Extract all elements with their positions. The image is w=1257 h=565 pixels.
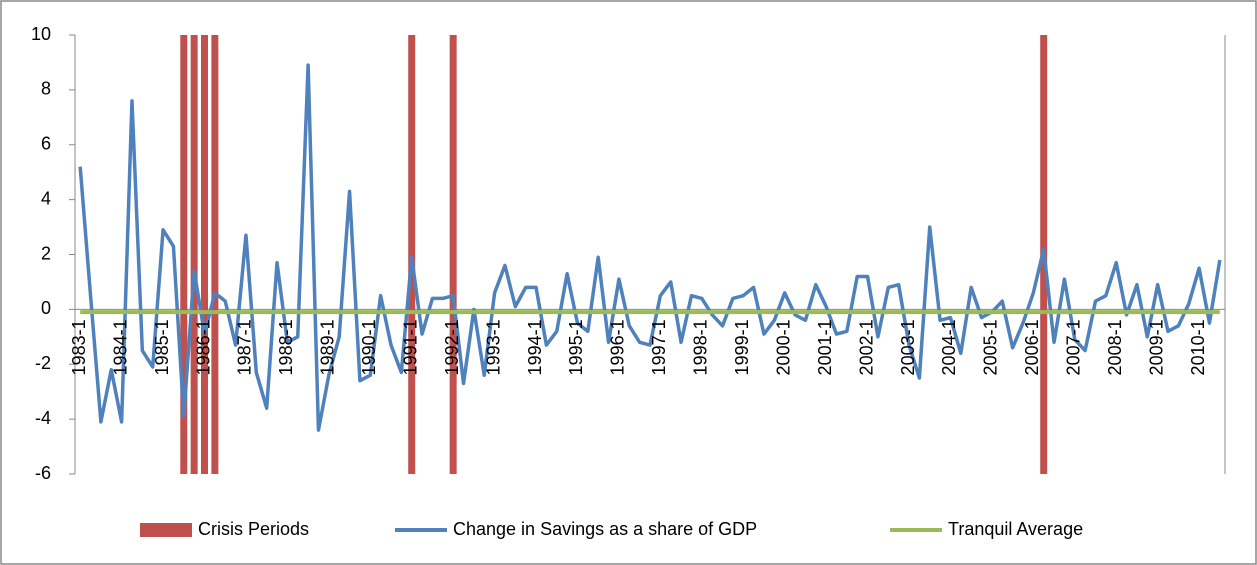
x-tick-label: 2004-1 xyxy=(939,319,959,375)
x-tick-label: 1995-1 xyxy=(566,319,586,375)
x-tick-label: 1994-1 xyxy=(525,319,545,375)
y-tick-label: 4 xyxy=(41,188,51,208)
x-tick-label: 1991-1 xyxy=(400,319,420,375)
x-tick-label: 1984-1 xyxy=(110,319,130,375)
y-tick-label: 2 xyxy=(41,243,51,263)
x-tick-label: 1987-1 xyxy=(235,319,255,375)
x-tick-label: 2009-1 xyxy=(1146,319,1166,375)
x-tick-label: 2007-1 xyxy=(1064,319,1084,375)
crisis-bar xyxy=(180,35,188,474)
x-tick-label: 1992-1 xyxy=(442,319,462,375)
series-line xyxy=(78,63,1222,432)
x-tick-label: 1998-1 xyxy=(691,319,711,375)
x-tick-label: 2010-1 xyxy=(1188,319,1208,375)
y-tick-label: 8 xyxy=(41,79,51,99)
x-tick-label: 2006-1 xyxy=(1022,319,1042,375)
x-tick-label: 1993-1 xyxy=(483,319,503,375)
x-tick-label: 2008-1 xyxy=(1105,319,1125,375)
y-tick-label: 6 xyxy=(41,134,51,154)
crisis-bar xyxy=(211,35,219,474)
legend-label: Tranquil Average xyxy=(948,519,1083,539)
x-tick-label: 1989-1 xyxy=(318,319,338,375)
y-tick-label: 0 xyxy=(41,298,51,318)
x-tick-label: 1990-1 xyxy=(359,319,379,375)
x-tick-label: 2002-1 xyxy=(856,319,876,375)
y-tick-label: 10 xyxy=(31,24,51,44)
crisis-bar xyxy=(190,35,198,474)
x-tick-label: 2003-1 xyxy=(898,319,918,375)
legend-label: Change in Savings as a share of GDP xyxy=(453,519,757,539)
x-tick-label: 1997-1 xyxy=(649,319,669,375)
x-tick-label: 2005-1 xyxy=(981,319,1001,375)
y-tick-label: -4 xyxy=(35,408,51,428)
x-tick-label: 1985-1 xyxy=(152,319,172,375)
x-tick-label: 1988-1 xyxy=(276,319,296,375)
x-tick-label: 1996-1 xyxy=(608,319,628,375)
y-tick-label: -2 xyxy=(35,353,51,373)
x-tick-label: 2000-1 xyxy=(773,319,793,375)
legend-label: Crisis Periods xyxy=(198,519,309,539)
x-tick-label: 2001-1 xyxy=(815,319,835,375)
crisis-bar xyxy=(449,35,457,474)
x-tick-label: 1986-1 xyxy=(193,319,213,375)
x-tick-label: 1999-1 xyxy=(732,319,752,375)
legend-swatch xyxy=(140,523,192,537)
crisis-bar xyxy=(201,35,209,474)
crisis-bar xyxy=(408,35,416,474)
y-tick-label: -6 xyxy=(35,463,51,483)
x-tick-label: 1983-1 xyxy=(69,319,89,375)
